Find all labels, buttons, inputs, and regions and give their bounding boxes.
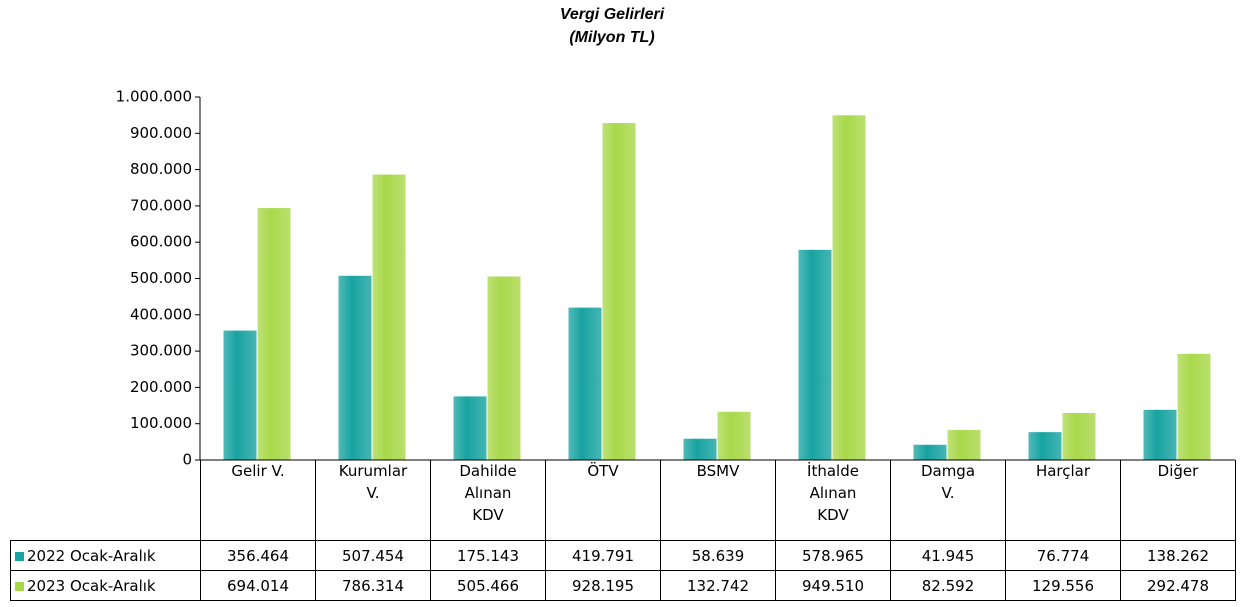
x-tick-label: Harçlar (1005, 460, 1121, 541)
x-tick-label: Diğer (1120, 460, 1236, 541)
y-tick-label: 100.000 (130, 414, 192, 432)
bar (913, 444, 947, 460)
bar (453, 396, 487, 460)
x-tick-label: Damga V. (890, 460, 1006, 541)
y-tick-label: 200.000 (130, 378, 192, 396)
bar (223, 330, 257, 460)
x-tick-label: ÖTV (545, 460, 661, 541)
data-label: 138.262 (1120, 540, 1236, 571)
chart-title: Vergi Gelirleri (560, 6, 665, 23)
x-tick-label: BSMV (660, 460, 776, 541)
data-label: 505.466 (430, 570, 546, 601)
bar (568, 307, 602, 460)
bar (602, 123, 636, 460)
bar (717, 411, 751, 460)
data-label: 129.556 (1005, 570, 1121, 601)
data-label: 419.791 (545, 540, 661, 571)
bar (947, 430, 981, 460)
legend-label: 2022 Ocak-Aralık (27, 547, 156, 565)
data-label: 507.454 (315, 540, 431, 571)
bar (1028, 432, 1062, 460)
data-label: 82.592 (890, 570, 1006, 601)
legend-cell: 2022 Ocak-Aralık (10, 540, 201, 571)
bar (1177, 353, 1211, 460)
data-label: 578.965 (775, 540, 891, 571)
data-label: 175.143 (430, 540, 546, 571)
bar (683, 438, 717, 460)
legend-swatch (15, 552, 24, 561)
bar (798, 249, 832, 460)
y-tick-label: 800.000 (130, 160, 192, 178)
x-tick-label: Gelir V. (200, 460, 316, 541)
y-tick-label: 900.000 (130, 124, 192, 142)
y-tick-label: 1.000.000 (116, 88, 192, 106)
bar (338, 275, 372, 460)
bar (257, 208, 291, 460)
data-label: 786.314 (315, 570, 431, 601)
bar (1062, 412, 1096, 460)
chart-subtitle: (Milyon TL) (569, 29, 654, 46)
legend-swatch (15, 582, 24, 591)
x-tick-label: İthalde Alınan KDV (775, 460, 891, 541)
y-tick-label: 700.000 (130, 196, 192, 214)
legend-label: 2023 Ocak-Aralık (27, 577, 156, 595)
data-label: 694.014 (200, 570, 316, 601)
data-label: 132.742 (660, 570, 776, 601)
x-tick-label: Kurumlar V. (315, 460, 431, 541)
data-label: 76.774 (1005, 540, 1121, 571)
y-tick-label: 0 (182, 451, 192, 469)
bar (372, 174, 406, 460)
y-tick-label: 400.000 (130, 305, 192, 323)
bar (1143, 409, 1177, 460)
y-tick-label: 300.000 (130, 342, 192, 360)
data-label: 949.510 (775, 570, 891, 601)
data-label: 928.195 (545, 570, 661, 601)
y-tick-label: 600.000 (130, 233, 192, 251)
bar (832, 115, 866, 460)
data-label: 292.478 (1120, 570, 1236, 601)
x-tick-label: Dahilde Alınan KDV (430, 460, 546, 541)
data-label: 58.639 (660, 540, 776, 571)
data-label: 41.945 (890, 540, 1006, 571)
y-tick-label: 500.000 (130, 269, 192, 287)
legend-cell: 2023 Ocak-Aralık (10, 570, 201, 601)
bar (487, 276, 521, 460)
data-label: 356.464 (200, 540, 316, 571)
